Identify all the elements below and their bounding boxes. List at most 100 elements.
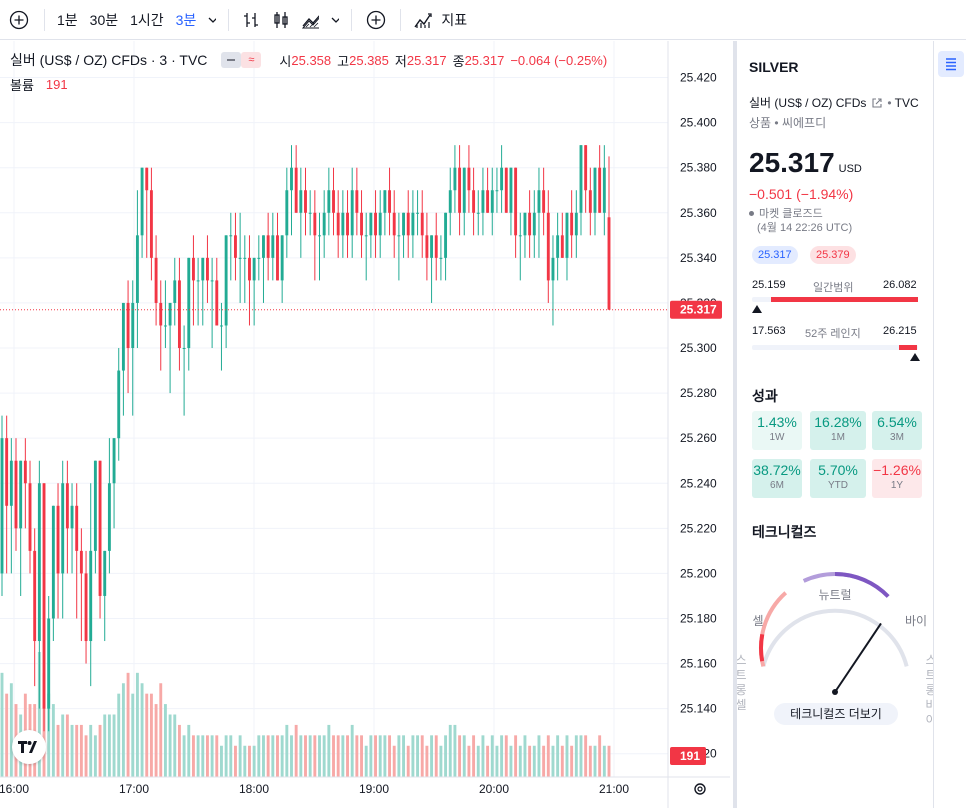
candle-body[interactable] bbox=[406, 212, 410, 236]
candle-body[interactable] bbox=[51, 505, 55, 619]
candle-body[interactable] bbox=[276, 235, 279, 281]
candle-body[interactable] bbox=[56, 505, 60, 574]
candle-body[interactable] bbox=[336, 212, 340, 236]
candle-body[interactable] bbox=[215, 280, 219, 326]
candle-body[interactable] bbox=[5, 438, 9, 506]
interval-dropdown-button[interactable] bbox=[202, 0, 222, 40]
candle-body[interactable] bbox=[84, 573, 88, 642]
legend-approx-tag[interactable]: ≈ bbox=[241, 52, 262, 68]
candle-body[interactable] bbox=[434, 235, 438, 258]
candle-body[interactable] bbox=[537, 190, 541, 213]
area-chart-type-button[interactable] bbox=[295, 0, 325, 40]
candle-body[interactable] bbox=[42, 483, 46, 709]
external-link-icon[interactable] bbox=[871, 97, 883, 109]
candle-body[interactable] bbox=[182, 348, 186, 350]
candle-body[interactable] bbox=[378, 212, 382, 236]
candle-body[interactable] bbox=[598, 167, 602, 213]
candle-body[interactable] bbox=[9, 460, 13, 506]
candle-body[interactable] bbox=[509, 167, 513, 213]
candle-body[interactable] bbox=[467, 167, 471, 191]
candle-body[interactable] bbox=[65, 483, 69, 529]
candle-body[interactable] bbox=[103, 550, 107, 596]
chart-area[interactable]: 25.42025.40025.38025.36025.34025.32025.3… bbox=[0, 41, 730, 808]
candle-body[interactable] bbox=[210, 280, 214, 282]
candle-body[interactable] bbox=[416, 212, 420, 214]
candle-body[interactable] bbox=[135, 235, 139, 303]
candle-body[interactable] bbox=[593, 167, 597, 213]
candle-body[interactable] bbox=[481, 190, 485, 213]
candle-body[interactable] bbox=[266, 235, 270, 258]
candle-body[interactable] bbox=[229, 235, 233, 237]
candle-body[interactable] bbox=[439, 257, 443, 259]
candle-body[interactable] bbox=[163, 325, 167, 327]
candle-body[interactable] bbox=[220, 325, 223, 327]
candle-body[interactable] bbox=[196, 280, 200, 282]
candle-body[interactable] bbox=[560, 235, 564, 258]
candle-body[interactable] bbox=[453, 167, 457, 191]
more-technicals-button[interactable]: 테크니컬즈 더보기 bbox=[774, 703, 898, 725]
candle-body[interactable] bbox=[149, 190, 153, 258]
candle-body[interactable] bbox=[570, 212, 574, 236]
symbol-exchange[interactable]: TVC bbox=[894, 95, 919, 110]
candle-body[interactable] bbox=[565, 212, 569, 258]
candle-body[interactable] bbox=[420, 212, 424, 236]
candle-body[interactable] bbox=[14, 460, 18, 529]
candle-body[interactable] bbox=[523, 212, 527, 236]
candle-body[interactable] bbox=[47, 618, 51, 709]
candle-body[interactable] bbox=[205, 257, 209, 281]
candle-body[interactable] bbox=[121, 302, 125, 371]
candle-body[interactable] bbox=[257, 257, 261, 259]
candle-body[interactable] bbox=[98, 460, 102, 596]
chart-settings-gear-icon[interactable] bbox=[694, 783, 706, 795]
candle-body[interactable] bbox=[588, 190, 592, 213]
candle-body[interactable] bbox=[397, 235, 401, 237]
chart-type-dropdown-button[interactable] bbox=[325, 0, 345, 40]
volume-label[interactable]: 볼륨 bbox=[10, 78, 34, 93]
candle-body[interactable] bbox=[23, 460, 27, 484]
candle-body[interactable] bbox=[187, 257, 191, 349]
candle-body[interactable] bbox=[579, 145, 583, 213]
legend-title[interactable]: 실버 (US$ / OZ) CFDs · 3 · TVC bbox=[10, 52, 208, 68]
candle-body[interactable] bbox=[93, 460, 97, 551]
candle-body[interactable] bbox=[602, 167, 606, 213]
candle-body[interactable] bbox=[191, 257, 195, 281]
candle-body[interactable] bbox=[28, 483, 32, 551]
candle-body[interactable] bbox=[364, 235, 368, 237]
candle-body[interactable] bbox=[168, 302, 172, 326]
candle-body[interactable] bbox=[107, 483, 111, 551]
candle-body[interactable] bbox=[542, 190, 546, 213]
candle-body[interactable] bbox=[89, 550, 93, 642]
candle-body[interactable] bbox=[546, 212, 550, 281]
candle-body[interactable] bbox=[271, 235, 275, 258]
candle-body[interactable] bbox=[154, 257, 158, 303]
candle-body[interactable] bbox=[551, 257, 555, 281]
candle-body[interactable] bbox=[462, 167, 466, 213]
candle-body[interactable] bbox=[285, 190, 289, 236]
candle-body[interactable] bbox=[532, 212, 536, 236]
candle-body[interactable] bbox=[518, 235, 522, 237]
interval-30m-button[interactable]: 30분 bbox=[89, 11, 119, 28]
candle-body[interactable] bbox=[374, 212, 377, 236]
candle-body[interactable] bbox=[280, 235, 284, 281]
candle-body[interactable] bbox=[332, 190, 335, 213]
candle-body[interactable] bbox=[304, 190, 307, 213]
candle-body[interactable] bbox=[61, 483, 65, 574]
tradingview-logo[interactable] bbox=[12, 730, 46, 764]
interval-1m-button[interactable]: 1분 bbox=[57, 11, 78, 28]
interval-3m-button[interactable]: 3분 bbox=[175, 11, 197, 28]
compare-symbol-button[interactable] bbox=[358, 0, 394, 40]
candle-body[interactable] bbox=[234, 235, 237, 258]
candle-body[interactable] bbox=[411, 212, 415, 236]
candle-body[interactable] bbox=[201, 257, 205, 281]
candle-body[interactable] bbox=[252, 257, 256, 281]
candle-body[interactable] bbox=[322, 212, 326, 236]
candle-body[interactable] bbox=[490, 190, 494, 213]
candle-body[interactable] bbox=[318, 235, 321, 237]
candle-body[interactable] bbox=[308, 212, 312, 214]
legend-minus-button[interactable] bbox=[221, 52, 242, 68]
candle-body[interactable] bbox=[112, 438, 116, 484]
interval-1h-button[interactable]: 1시간 bbox=[130, 11, 164, 28]
candle-body[interactable] bbox=[355, 190, 359, 213]
add-symbol-button[interactable] bbox=[0, 0, 38, 40]
candle-body[interactable] bbox=[528, 212, 532, 236]
